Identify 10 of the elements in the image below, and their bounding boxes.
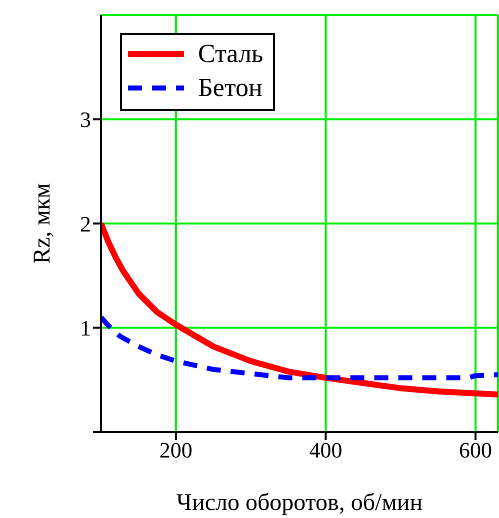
y-tick-label: 3 [80,107,91,132]
y-tick-label: 2 [80,211,91,236]
x-tick-label: 600 [459,438,492,463]
legend-label: Сталь [198,39,264,69]
x-axis-title: Число оборотов, об/мин [176,490,423,516]
x-tick-label: 400 [309,438,342,463]
y-axis-title: Rz, мкм [30,183,56,264]
y-tick-label: 1 [80,316,91,341]
x-tick-label: 200 [159,438,192,463]
legend-label: Бетон [198,73,262,103]
